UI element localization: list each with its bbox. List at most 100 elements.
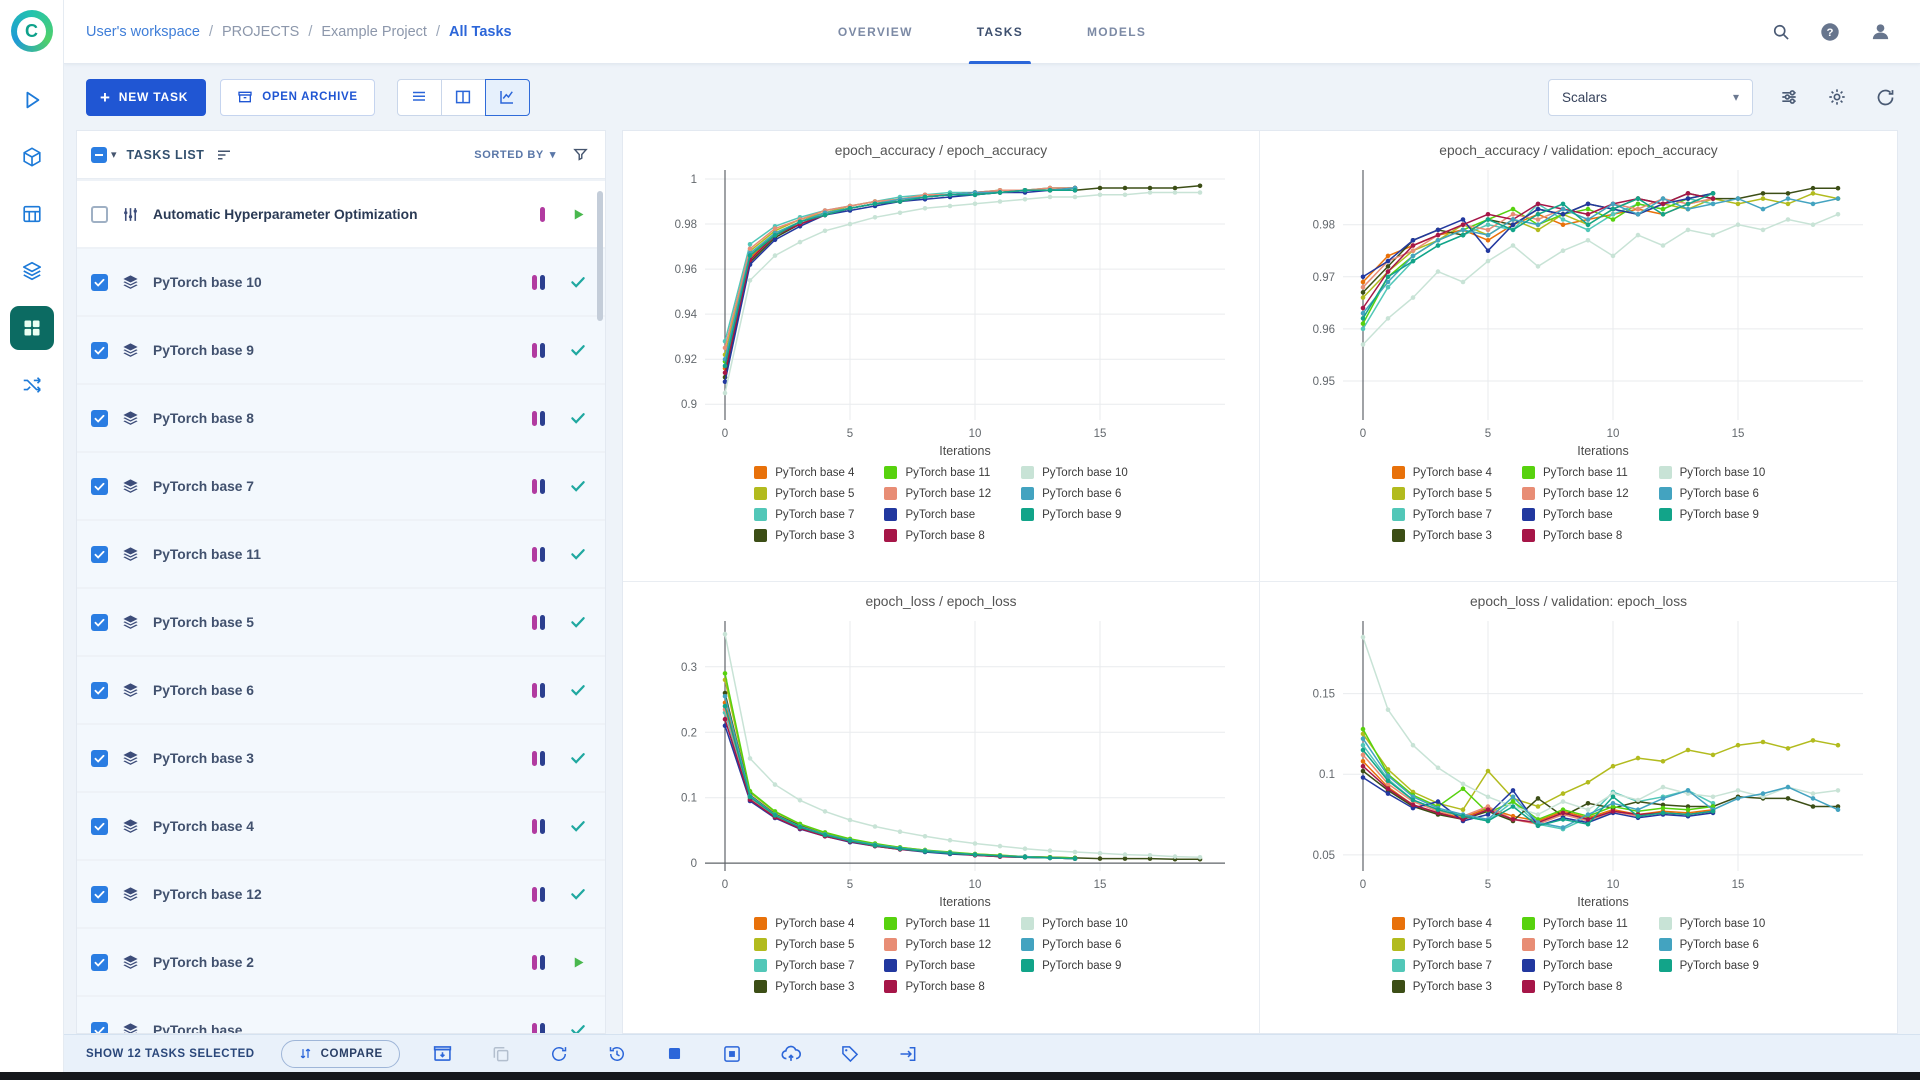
legend-item[interactable]: PyTorch base 12 <box>1521 934 1629 955</box>
user-avatar[interactable] <box>1867 18 1894 45</box>
task-row[interactable]: PyTorch base 8 <box>77 385 605 451</box>
search-icon[interactable] <box>1769 20 1793 44</box>
task-row[interactable]: PyTorch base 7 <box>77 453 605 519</box>
legend-item[interactable]: PyTorch base 8 <box>1521 525 1629 546</box>
chart-panel[interactable]: epoch_accuracy / validation: epoch_accur… <box>1260 131 1897 582</box>
retry-icon[interactable] <box>547 1042 571 1066</box>
legend-item[interactable]: PyTorch base 12 <box>1521 483 1629 504</box>
task-checkbox[interactable] <box>91 545 108 563</box>
task-row[interactable]: PyTorch base 11 <box>77 521 605 587</box>
tasklist-scrollbar[interactable] <box>597 191 603 321</box>
select-all-caret-icon[interactable]: ▾ <box>111 149 117 161</box>
legend-item[interactable]: PyTorch base 6 <box>1658 483 1766 504</box>
chart-view-icon[interactable] <box>484 78 530 116</box>
abort-all-icon[interactable] <box>720 1042 744 1066</box>
tab-tasks[interactable]: TASKS <box>968 0 1032 64</box>
legend-item[interactable]: PyTorch base 10 <box>1021 462 1128 483</box>
task-checkbox[interactable] <box>91 953 108 971</box>
legend-item[interactable]: PyTorch base 10 <box>1658 462 1765 483</box>
task-checkbox[interactable] <box>91 205 108 223</box>
legend-item[interactable]: PyTorch base <box>1521 504 1629 525</box>
legend-item[interactable]: PyTorch base 9 <box>1658 504 1766 525</box>
legend-item[interactable]: PyTorch base 5 <box>754 934 854 955</box>
task-row[interactable]: PyTorch base 10 <box>77 249 605 315</box>
list-settings-icon[interactable] <box>215 146 233 164</box>
legend-item[interactable]: PyTorch base 7 <box>1391 955 1492 976</box>
tags-icon[interactable] <box>838 1042 862 1066</box>
legend-item[interactable]: PyTorch base 3 <box>1391 525 1492 546</box>
task-row[interactable]: PyTorch base 4 <box>77 793 605 859</box>
task-checkbox[interactable] <box>91 749 108 767</box>
legend-item[interactable]: PyTorch base 11 <box>1521 913 1629 934</box>
task-row[interactable]: PyTorch base <box>77 997 605 1033</box>
legend-item[interactable]: PyTorch base <box>1521 955 1629 976</box>
workers-queues-icon[interactable] <box>10 363 54 407</box>
split-view-icon[interactable] <box>440 78 486 116</box>
filter-icon[interactable] <box>572 146 589 163</box>
legend-item[interactable]: PyTorch base 9 <box>1021 955 1128 976</box>
legend-item[interactable]: PyTorch base 4 <box>1391 462 1492 483</box>
reports-icon[interactable] <box>9 306 54 350</box>
auto-refresh-icon[interactable] <box>1873 85 1898 110</box>
task-row[interactable]: Automatic Hyperparameter Optimization <box>77 181 605 247</box>
getting-started-icon[interactable] <box>10 78 54 122</box>
legend-item[interactable]: PyTorch base 9 <box>1658 955 1766 976</box>
legend-item[interactable]: PyTorch base 3 <box>754 976 854 997</box>
task-row[interactable]: PyTorch base 12 <box>77 861 605 927</box>
show-selected-button[interactable]: SHOW 12 TASKS SELECTED <box>86 1047 255 1060</box>
clearml-logo[interactable]: C <box>10 10 53 52</box>
legend-item[interactable]: PyTorch base 4 <box>754 913 854 934</box>
compare-button[interactable]: COMPARE <box>280 1039 400 1068</box>
projects-icon[interactable] <box>10 135 54 179</box>
move-to-icon[interactable] <box>896 1042 920 1066</box>
legend-item[interactable]: PyTorch base 8 <box>884 525 991 546</box>
legend-item[interactable]: PyTorch base 9 <box>1021 504 1128 525</box>
legend-item[interactable]: PyTorch base 11 <box>1521 462 1629 483</box>
chart-canvas[interactable]: 0.05 0.1 0.15 0 5 10 15 Iterations <box>1279 613 1879 911</box>
legend-item[interactable]: PyTorch base 5 <box>1391 483 1492 504</box>
legend-item[interactable]: PyTorch base 11 <box>884 462 991 483</box>
legend-item[interactable]: PyTorch base 4 <box>754 462 854 483</box>
legend-item[interactable]: PyTorch base 10 <box>1021 913 1128 934</box>
legend-item[interactable]: PyTorch base 4 <box>1391 913 1492 934</box>
legend-item[interactable]: PyTorch base 11 <box>884 913 991 934</box>
task-checkbox[interactable] <box>91 409 108 427</box>
tab-models[interactable]: MODELS <box>1087 24 1147 39</box>
task-checkbox[interactable] <box>91 885 108 903</box>
reset-icon[interactable] <box>605 1042 629 1066</box>
legend-item[interactable]: PyTorch base <box>884 504 991 525</box>
task-checkbox[interactable] <box>91 613 108 631</box>
pipelines-icon[interactable] <box>10 249 54 293</box>
new-task-button[interactable]: + NEW TASK <box>86 78 207 116</box>
select-all-checkbox[interactable] <box>91 146 107 163</box>
stop-icon[interactable] <box>663 1042 686 1065</box>
legend-item[interactable]: PyTorch base 7 <box>754 504 854 525</box>
chart-canvas[interactable]: 0.95 0.96 0.97 0.98 0 5 10 15 Iterations <box>1279 162 1879 460</box>
publish-icon[interactable] <box>778 1041 804 1067</box>
legend-item[interactable]: PyTorch base 12 <box>884 483 991 504</box>
chart-canvas[interactable]: 0 0.1 0.2 0.3 0 5 10 15 Iterations <box>641 613 1241 911</box>
legend-item[interactable]: PyTorch base 7 <box>754 955 854 976</box>
table-view-icon[interactable] <box>396 78 442 116</box>
legend-item[interactable]: PyTorch base 8 <box>884 976 991 997</box>
task-checkbox[interactable] <box>91 477 108 495</box>
legend-item[interactable]: PyTorch base 3 <box>754 525 854 546</box>
chart-panel[interactable]: epoch_accuracy / epoch_accuracy 0.9 0.92 0.… <box>623 131 1260 582</box>
legend-item[interactable]: PyTorch base 7 <box>1391 504 1492 525</box>
chart-panel[interactable]: epoch_loss / epoch_loss 0 0.1 0.2 0.3 0 5 10 15 I… <box>623 582 1260 1033</box>
task-checkbox[interactable] <box>91 1021 108 1033</box>
legend-item[interactable]: PyTorch base 5 <box>1391 934 1492 955</box>
legend-item[interactable]: PyTorch base <box>884 955 991 976</box>
metric-type-dropdown[interactable]: Scalars ▾ <box>1548 78 1753 116</box>
archive-icon[interactable] <box>430 1041 455 1066</box>
breadcrumb-item[interactable]: All Tasks <box>448 23 512 40</box>
datasets-icon[interactable] <box>10 192 54 236</box>
legend-item[interactable]: PyTorch base 6 <box>1021 483 1128 504</box>
breadcrumb-item[interactable]: User's workspace <box>86 23 200 40</box>
legend-item[interactable]: PyTorch base 12 <box>884 934 991 955</box>
task-checkbox[interactable] <box>91 273 108 291</box>
legend-item[interactable]: PyTorch base 8 <box>1521 976 1629 997</box>
task-row[interactable]: PyTorch base 3 <box>77 725 605 791</box>
task-row[interactable]: PyTorch base 9 <box>77 317 605 383</box>
